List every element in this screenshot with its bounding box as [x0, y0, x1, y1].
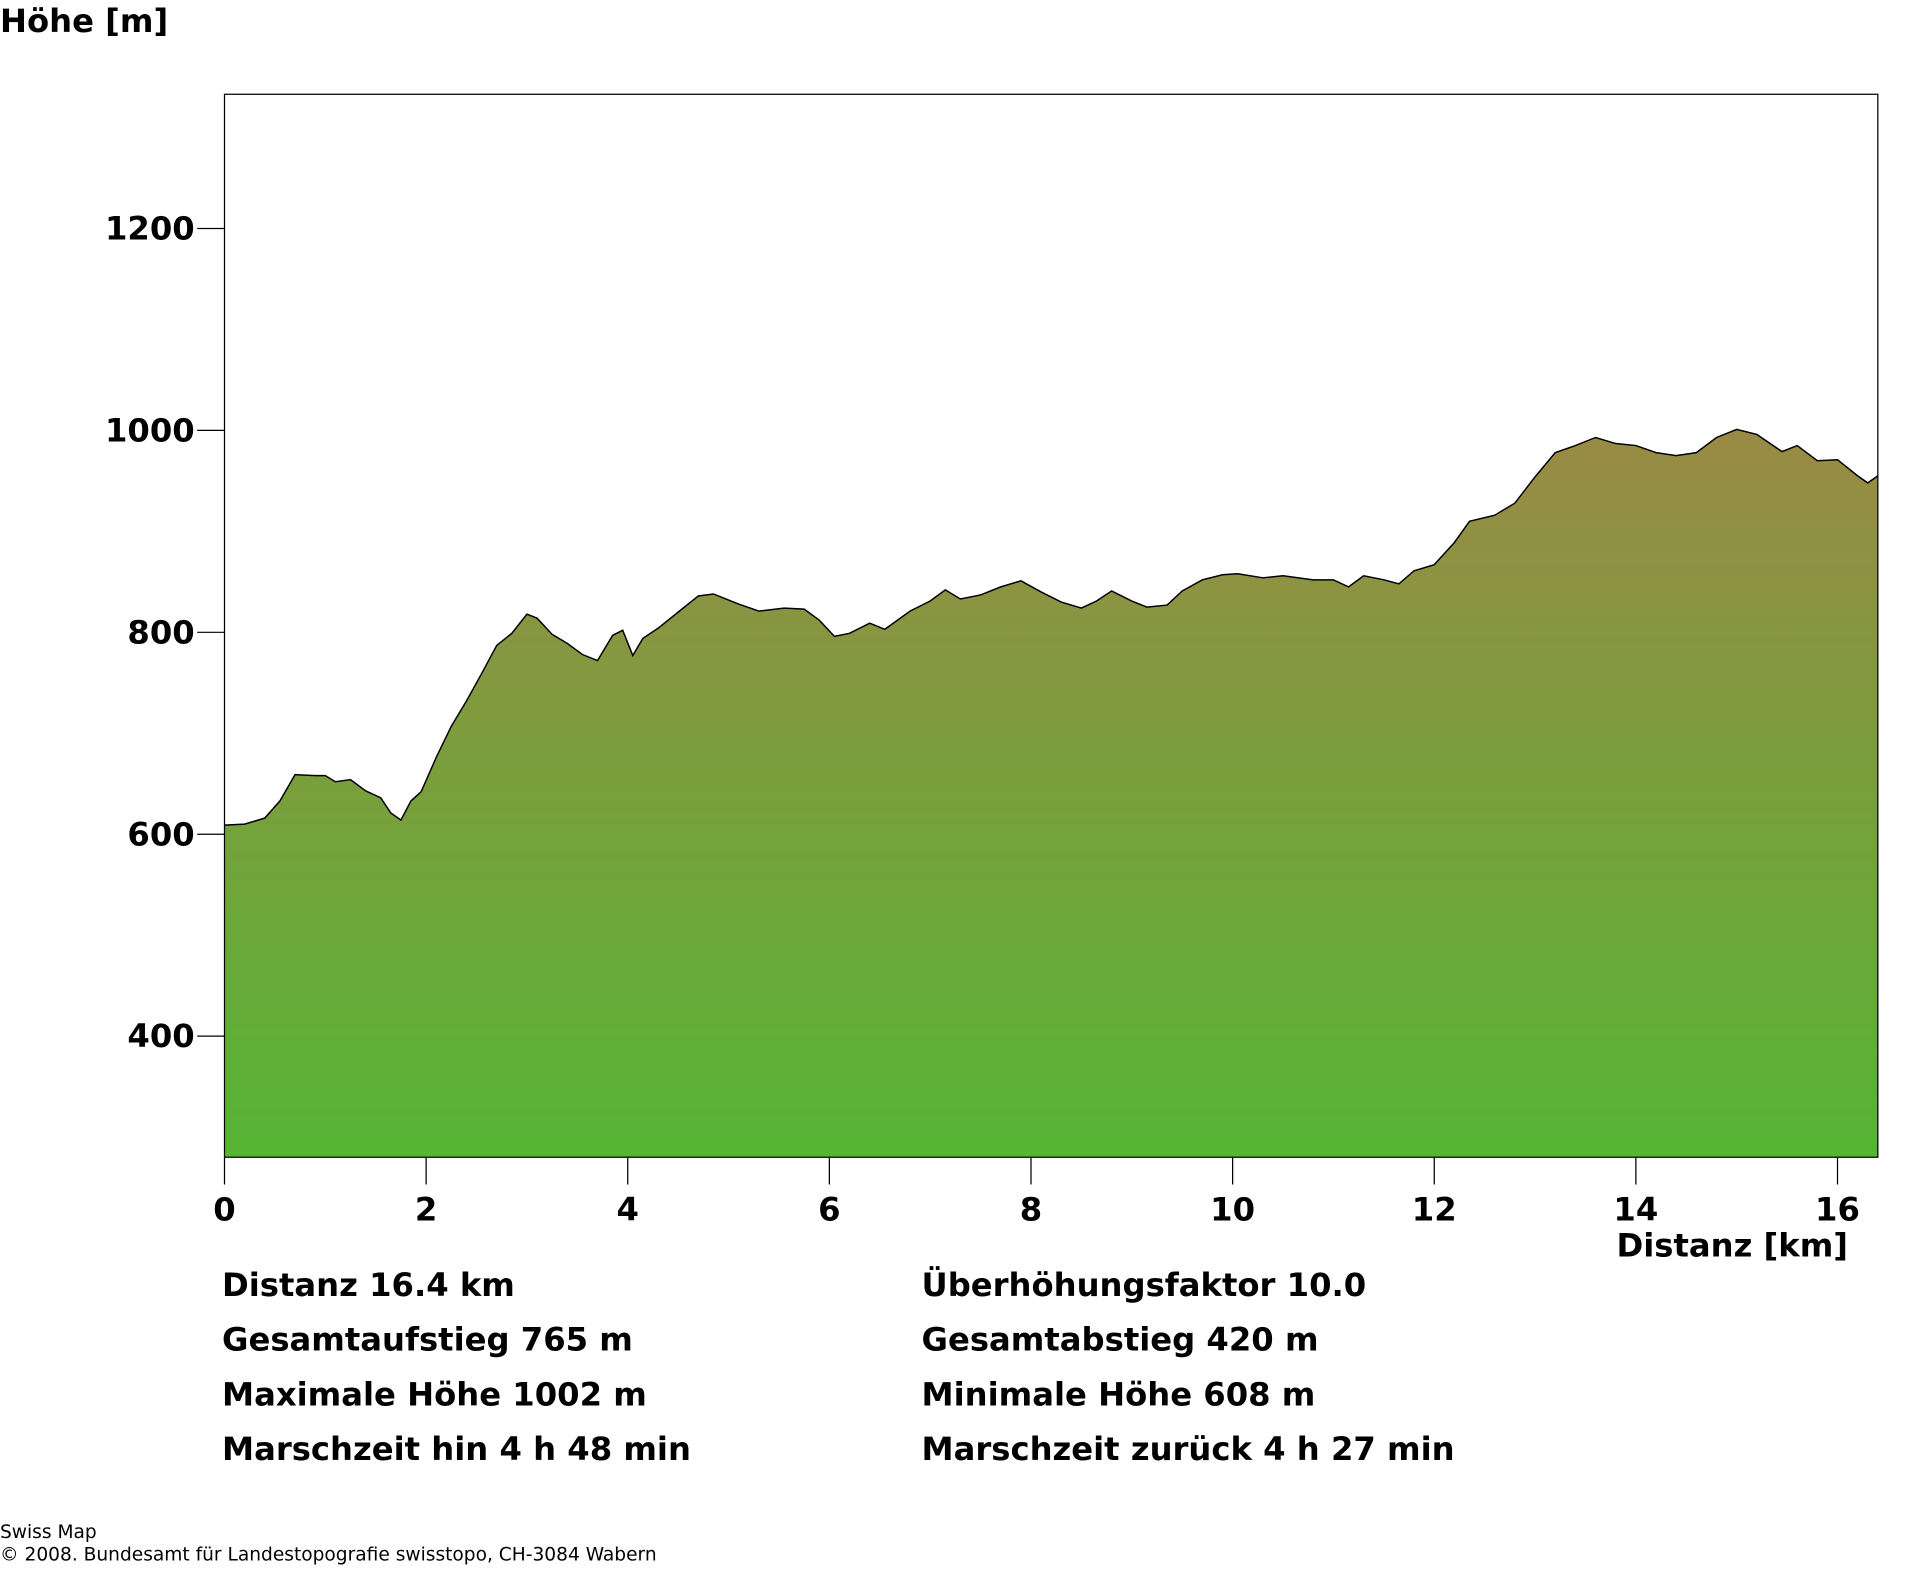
y-tick-label: 800 — [127, 613, 194, 651]
x-tick-label: 12 — [1412, 1190, 1457, 1228]
x-tick-label: 16 — [1815, 1190, 1860, 1228]
x-tick-label: 4 — [617, 1190, 639, 1228]
x-tick-label: 8 — [1020, 1190, 1042, 1228]
x-tick-label: 0 — [213, 1190, 235, 1228]
y-tick-label: 1000 — [105, 412, 195, 450]
x-tick-label: 10 — [1210, 1190, 1255, 1228]
footer-line: © 2008. Bundesamt für Landestopografie s… — [0, 1544, 657, 1565]
plot-frame — [223, 93, 1879, 1158]
elevation-line — [224, 428, 1879, 826]
stat: Marschzeit zurück 4 h 27 min — [922, 1430, 1455, 1468]
y-axis-label: Höhe [m] — [0, 2, 168, 40]
x-tick-label: 14 — [1613, 1190, 1658, 1228]
stat: Minimale Höhe 608 m — [922, 1375, 1316, 1413]
x-tick-label: 2 — [415, 1190, 437, 1228]
stat: Überhöhungsfaktor 10.0 — [922, 1266, 1367, 1304]
y-tick-label: 600 — [127, 815, 194, 853]
stat: Maximale Höhe 1002 m — [222, 1375, 647, 1413]
stat: Gesamtabstieg 420 m — [922, 1321, 1319, 1359]
y-tick-label: 1200 — [105, 210, 195, 248]
x-axis-label: Distanz [km] — [1616, 1226, 1848, 1264]
stat: Gesamtaufstieg 765 m — [222, 1321, 633, 1359]
x-tick-label: 6 — [818, 1190, 840, 1228]
footer-line: Swiss Map — [0, 1522, 97, 1543]
elevation-area — [224, 429, 1878, 1158]
y-tick-label: 400 — [127, 1017, 194, 1055]
stat: Marschzeit hin 4 h 48 min — [222, 1430, 691, 1468]
stat: Distanz 16.4 km — [222, 1266, 515, 1304]
